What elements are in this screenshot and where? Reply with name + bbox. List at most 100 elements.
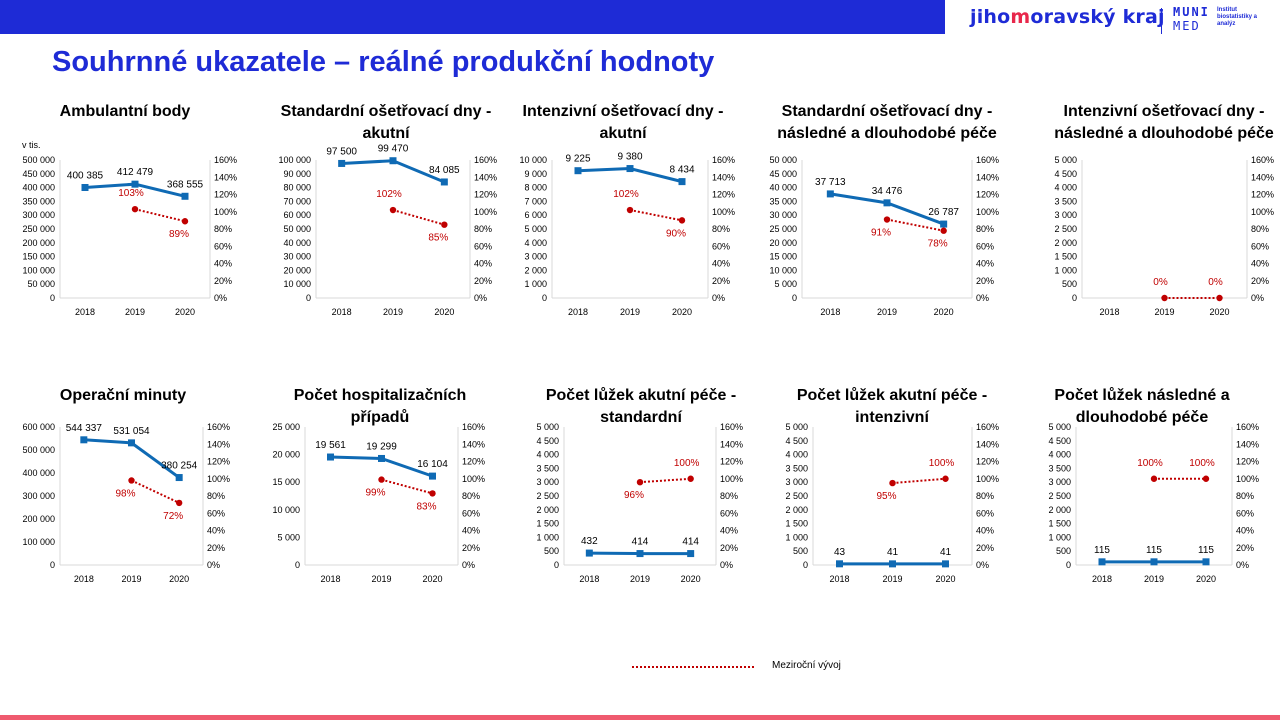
y2-tick-label: 140% xyxy=(207,439,230,449)
chart-title: standardní xyxy=(600,409,682,426)
y2-tick-label: 0% xyxy=(214,293,227,303)
y-tick-label: 1 500 xyxy=(1054,252,1077,262)
y2-tick-label: 20% xyxy=(214,276,232,286)
x-tick-label: 2018 xyxy=(829,574,849,584)
y2-tick-label: 0% xyxy=(720,560,733,570)
y-tick-label: 4 000 xyxy=(524,238,547,248)
data-point xyxy=(1202,558,1210,566)
y-tick-label: 3 000 xyxy=(536,477,559,487)
y-tick-label: 20 000 xyxy=(769,238,797,248)
y2-tick-label: 20% xyxy=(1236,543,1254,553)
x-tick-label: 2018 xyxy=(332,307,352,317)
data-point xyxy=(440,178,448,186)
x-tick-label: 2019 xyxy=(630,574,650,584)
x-tick-label: 2020 xyxy=(422,574,442,584)
data-label: 414 xyxy=(632,537,649,548)
y2-tick-label: 40% xyxy=(976,259,994,269)
y-tick-label: 80 000 xyxy=(283,183,311,193)
change-point xyxy=(389,206,397,214)
y2-tick-label: 140% xyxy=(720,439,743,449)
data-label: 19 561 xyxy=(315,440,346,451)
y-tick-label: 25 000 xyxy=(272,422,300,432)
data-label: 412 479 xyxy=(117,167,154,178)
y2-tick-label: 40% xyxy=(462,526,480,536)
y-tick-label: 90 000 xyxy=(283,169,311,179)
y-tick-label: 35 000 xyxy=(769,196,797,206)
y2-tick-label: 40% xyxy=(976,526,994,536)
x-tick-label: 2019 xyxy=(371,574,391,584)
y-tick-label: 4 000 xyxy=(1054,183,1077,193)
data-label: 115 xyxy=(1198,545,1214,556)
x-tick-label: 2020 xyxy=(434,307,454,317)
change-point xyxy=(1216,294,1223,302)
y2-tick-label: 60% xyxy=(462,508,480,518)
y2-tick-label: 0% xyxy=(712,293,725,303)
change-point xyxy=(441,221,448,228)
chart-title: následné a dlouhodobé péče xyxy=(777,125,997,142)
change-point xyxy=(626,206,634,214)
change-point xyxy=(131,205,139,213)
logo-muni-med: MUNI MED Institut biostatistiky a analýz xyxy=(1173,5,1258,33)
y-tick-label: 20 000 xyxy=(283,265,311,275)
y-tick-label: 100 000 xyxy=(22,265,55,275)
y2-tick-label: 60% xyxy=(976,241,994,251)
x-tick-label: 2020 xyxy=(934,307,954,317)
y-tick-label: 5 000 xyxy=(1054,155,1077,165)
y-tick-label: 25 000 xyxy=(769,224,797,234)
y-tick-label: 50 000 xyxy=(769,155,797,165)
data-point xyxy=(678,178,686,186)
y2-tick-label: 100% xyxy=(1236,474,1259,484)
data-label: 84 085 xyxy=(429,165,460,176)
data-point xyxy=(836,560,843,568)
change-point xyxy=(942,475,949,482)
y2-tick-label: 140% xyxy=(1251,172,1274,182)
y2-tick-label: 120% xyxy=(474,190,497,200)
change-point xyxy=(175,499,183,507)
y-tick-label: 5 000 xyxy=(774,279,797,289)
y-tick-label: 2 500 xyxy=(1048,491,1071,501)
change-label: 103% xyxy=(118,188,144,199)
x-tick-label: 2020 xyxy=(1209,307,1229,317)
chart-title: Intenzivní ošetřovací dny - xyxy=(1064,103,1265,120)
y2-tick-label: 0% xyxy=(1251,293,1264,303)
chart-title: Standardní ošetřovací dny - xyxy=(281,103,492,120)
y2-tick-label: 20% xyxy=(976,543,994,553)
y-tick-label: 40 000 xyxy=(769,183,797,193)
data-label: 115 xyxy=(1146,545,1162,556)
y-tick-label: 9 000 xyxy=(524,169,547,179)
y-tick-label: 4 000 xyxy=(536,450,559,460)
y2-tick-label: 0% xyxy=(976,293,989,303)
y-tick-label: 1 500 xyxy=(536,519,559,529)
data-label: 26 787 xyxy=(928,207,959,218)
change-label: 96% xyxy=(624,490,644,501)
y-tick-label: 0 xyxy=(1066,560,1071,570)
chart-title: Ambulantní body xyxy=(60,103,191,120)
chart-title: akutní xyxy=(362,125,410,142)
data-label: 380 254 xyxy=(161,461,198,472)
y-tick-label: 0 xyxy=(554,560,559,570)
y2-tick-label: 160% xyxy=(1236,422,1259,432)
data-label: 9 225 xyxy=(565,154,590,165)
y2-tick-label: 80% xyxy=(712,224,730,234)
bottom-accent-bar xyxy=(0,715,1280,720)
y-tick-label: 5 000 xyxy=(785,422,808,432)
y-tick-label: 5 000 xyxy=(524,224,547,234)
y-tick-label: 10 000 xyxy=(769,265,797,275)
y2-tick-label: 120% xyxy=(214,190,237,200)
data-point xyxy=(378,454,385,462)
change-label: 102% xyxy=(613,189,639,200)
data-point xyxy=(687,550,695,558)
y2-tick-label: 160% xyxy=(474,155,497,165)
change-label: 100% xyxy=(1189,458,1215,469)
y-tick-label: 0 xyxy=(295,560,300,570)
x-tick-label: 2019 xyxy=(125,307,145,317)
y2-tick-label: 160% xyxy=(1251,155,1274,165)
y-tick-label: 100 000 xyxy=(278,155,311,165)
y2-tick-label: 40% xyxy=(720,526,738,536)
data-label: 8 434 xyxy=(669,165,694,176)
y-tick-label: 2 000 xyxy=(1048,505,1071,515)
y-tick-label: 3 500 xyxy=(1048,463,1071,473)
change-point xyxy=(636,479,644,486)
chart-title: následné a dlouhodobé péče xyxy=(1054,125,1274,142)
